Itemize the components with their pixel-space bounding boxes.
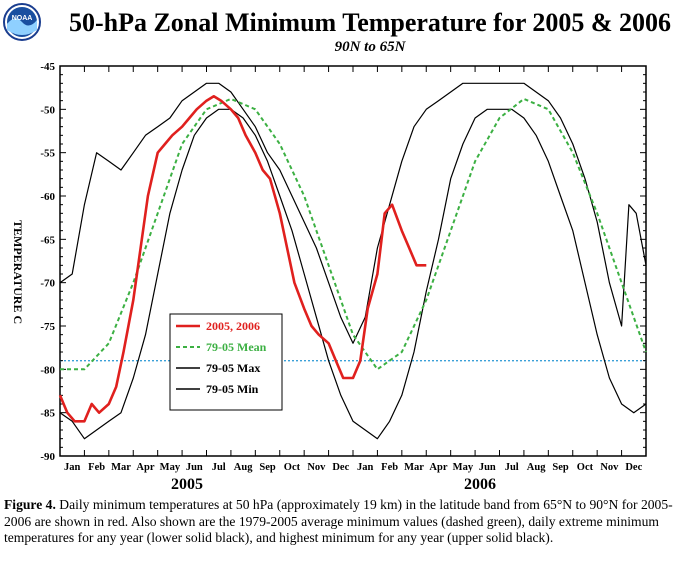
chart-title: 50-hPa Zonal Minimum Temperature for 200… <box>69 8 671 37</box>
x-tick-label: Jun <box>186 462 203 473</box>
chart-subtitle: 90N to 65N <box>335 39 407 55</box>
x-tick-label: Dec <box>332 462 349 473</box>
plot-frame <box>59 65 647 457</box>
series-line <box>59 108 647 440</box>
y-tick-label: -80 <box>40 364 55 376</box>
x-tick-label: Aug <box>234 462 253 473</box>
year-label: 2006 <box>464 476 496 493</box>
caption-text: Daily minimum temperatures at 50 hPa (ap… <box>4 497 673 545</box>
y-tick-label: -45 <box>40 61 55 73</box>
noaa-logo: NOAA <box>3 3 41 41</box>
series-line <box>58 95 427 423</box>
x-tick-label: Dec <box>625 462 642 473</box>
logo-text: NOAA <box>12 15 33 22</box>
x-tick-label: Mar <box>404 462 424 473</box>
x-tick-label: Mar <box>111 462 131 473</box>
legend-label: 79-05 Max <box>206 361 260 375</box>
x-tick-label: Jan <box>357 462 374 473</box>
x-tick-label: Jul <box>505 462 519 473</box>
y-tick-label: -70 <box>40 278 55 290</box>
y-tick-label: -60 <box>40 191 55 203</box>
axes: -45 -50 -55 -60 -65 -70 -75 -80 -85 -90 Jan Feb Mar A… <box>40 61 647 493</box>
legend-box <box>169 313 283 411</box>
series-line <box>60 97 647 371</box>
legend-label: 79-05 Mean <box>206 340 267 354</box>
x-tick-label: Oct <box>284 462 301 473</box>
year-label: 2005 <box>171 476 203 493</box>
series-line <box>59 82 647 344</box>
x-tick-label: May <box>453 462 474 473</box>
y-tick-label: -50 <box>40 104 55 116</box>
legend-label: 79-05 Min <box>206 382 259 396</box>
x-tick-label: May <box>160 462 181 473</box>
figure-caption: Figure 4. Daily minimum temperatures at … <box>4 497 676 547</box>
x-tick-label: Feb <box>381 462 398 473</box>
x-tick-label: Sep <box>552 462 569 473</box>
x-tick-label: Aug <box>527 462 546 473</box>
x-tick-label: Nov <box>600 462 619 473</box>
x-tick-label: Apr <box>429 462 447 473</box>
x-tick-label: Jul <box>212 462 226 473</box>
x-tick-label: Jun <box>479 462 496 473</box>
caption-label: Figure 4. <box>4 497 56 512</box>
y-axis-label: TEMPERATURE C <box>11 220 25 324</box>
legend-label: 2005, 2006 <box>206 319 260 333</box>
chart: NOAA 50-hPa Zonal Minimum Temperature fo… <box>3 3 671 493</box>
x-tick-label: Oct <box>577 462 594 473</box>
x-tick-label: Nov <box>307 462 326 473</box>
x-tick-label: Jan <box>64 462 81 473</box>
y-tick-label: -90 <box>40 451 55 463</box>
y-tick-label: -85 <box>40 408 55 420</box>
x-tick-label: Apr <box>136 462 154 473</box>
x-tick-label: Sep <box>259 462 276 473</box>
y-tick-label: -55 <box>40 148 55 160</box>
y-tick-label: -75 <box>40 321 55 333</box>
legend: 2005, 2006 79-05 Mean 79-05 Max 79-05 Min <box>169 313 283 411</box>
y-tick-label: -65 <box>40 234 55 246</box>
x-tick-label: Feb <box>88 462 105 473</box>
series-layer <box>58 82 647 440</box>
